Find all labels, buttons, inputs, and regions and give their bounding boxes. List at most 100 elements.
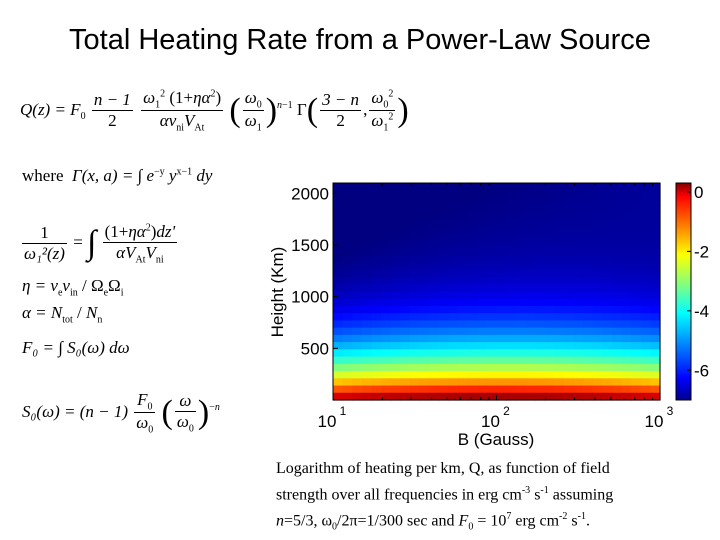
heatmap-cell [640,269,651,278]
heatmap-cell [409,262,421,271]
heatmap-cell [390,356,401,365]
heatmap-cell [563,255,575,264]
heatmap-cell [573,313,584,322]
heatmap-cell [611,371,623,379]
heatmap-cell [342,219,353,227]
heatmap-cell [583,226,594,235]
heatmap-cell [621,269,632,278]
heatmap-cell [371,248,382,256]
heatmap-cell [611,204,623,213]
heatmap-cell [458,342,469,350]
heatmap-cell [650,284,661,293]
heatmap-cell [361,269,373,278]
heatmap-cell [371,385,382,394]
heatmap-cell [448,356,459,365]
heatmap-cell [352,190,363,199]
heatmap-cells [333,183,661,401]
heatmap-cell [573,219,584,227]
heatmap-cell [371,226,382,235]
heatmap-cell [438,183,450,191]
heatmap-cell [525,313,536,322]
heatmap-cell [477,248,488,256]
heatmap-cell [496,226,507,235]
heatmap-cell [583,211,594,220]
heatmap-cell [611,342,623,350]
heatmap-cell [554,248,565,256]
heatmap-cell [563,371,575,379]
heatmap-cell [650,219,661,227]
heatmap-cell [381,204,392,213]
heatmap-cell [486,248,498,256]
gamma-dy: dy [192,166,213,185]
heatmap-cell [592,226,603,235]
heatmap-cell [429,392,440,401]
heatmap-cell [448,233,459,242]
heatmap-cell [506,226,517,235]
heatmap-cell [496,248,507,256]
heatmap-cell [573,305,584,314]
heatmap-cell [563,320,575,329]
heatmap-cell [429,342,440,350]
heatmap-cell [390,392,401,401]
heatmap-cell [631,334,642,343]
heatmap-cell [467,305,478,314]
heatmap-cell [371,349,382,358]
heatmap-cell [352,349,363,358]
heatmap-cell [390,305,401,314]
heatmap-cell [592,334,603,343]
heatmap-cell [592,298,603,307]
heatmap-cell [458,371,469,379]
heatmap-cell [352,378,363,387]
heatmap-cell [525,240,536,249]
heatmap-cell [438,334,450,343]
heatmap-cell [419,363,430,372]
heatmap-cell [640,327,651,336]
heatmap-cell [361,284,373,293]
heatmap-cell [352,363,363,372]
x-tick-exponent: 2 [503,404,510,418]
heatmap-cell [573,233,584,242]
heatmap-cell [534,204,546,213]
heatmap-cell [409,240,421,249]
heatmap-cell [515,211,526,220]
heatmap-cell [544,291,555,300]
heatmap-cell [381,262,392,271]
heatmap-cell [409,269,421,278]
heatmap-cell [544,378,555,387]
heatmap-cell [477,190,488,199]
heatmap-cell [361,190,373,199]
heatmap-cell [544,183,555,191]
heatmap-cell [640,342,651,350]
heatmap-cell [458,277,469,285]
heatmap-cell [525,305,536,314]
colorbar-tick-label: -2 [694,242,709,261]
heatmap-cell [361,219,373,227]
heatmap-cell [515,305,526,314]
heatmap-cell [448,305,459,314]
heatmap-cell [458,262,469,271]
heatmap-cell [592,255,603,264]
heatmap-cell [371,211,382,220]
heatmap-cell [496,219,507,227]
heatmap-cell [573,255,584,264]
heatmap-cell [419,342,430,350]
heatmap-cell [602,183,613,191]
heatmap-cell [381,284,392,293]
heatmap-cell [429,356,440,365]
heatmap-cell [640,378,651,387]
heatmap-cell [544,371,555,379]
heatmap-cell [486,284,498,293]
heatmap-cell [650,248,661,256]
heatmap-cell [573,183,584,191]
heatmap-cell [544,255,555,264]
heatmap-cell [621,248,632,256]
heatmap-cell [390,371,401,379]
heatmap-cell [448,327,459,336]
heatmap-cell [381,313,392,322]
heatmap-cell [352,277,363,285]
heatmap-cell [371,219,382,227]
heatmap-cell [419,233,430,242]
heatmap-cell [534,233,546,242]
heatmap-cell [592,371,603,379]
